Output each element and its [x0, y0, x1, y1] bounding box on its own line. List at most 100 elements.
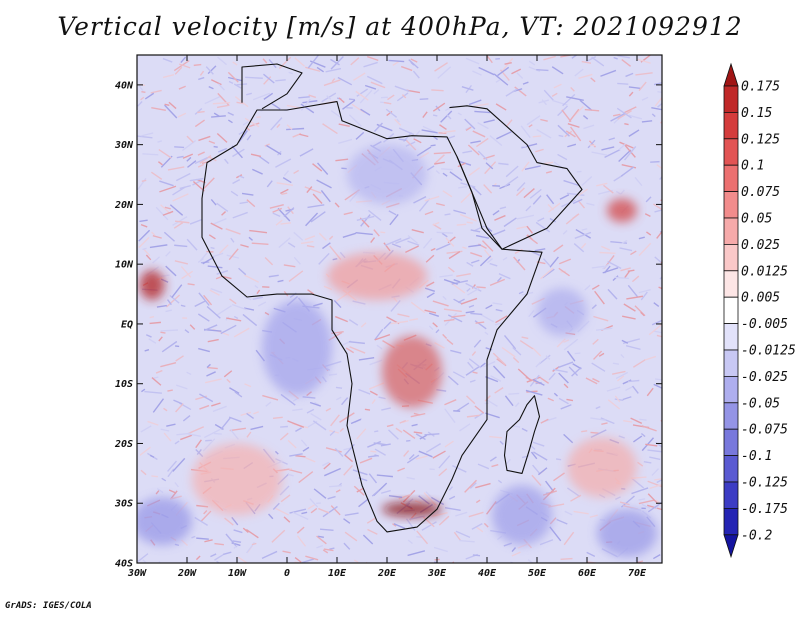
- field-streak: [548, 503, 565, 508]
- field-streak: [424, 433, 440, 436]
- field-streak: [471, 186, 482, 196]
- field-streak: [477, 150, 488, 161]
- field-streak: [626, 295, 644, 300]
- field-streak: [175, 355, 184, 362]
- field-streak: [443, 278, 458, 285]
- field-streak: [163, 432, 172, 442]
- field-streak: [367, 440, 382, 448]
- field-streak: [566, 487, 581, 498]
- field-streak: [593, 315, 609, 322]
- field-streak: [556, 518, 568, 525]
- field-streak: [157, 161, 163, 166]
- field-streak: [624, 122, 629, 126]
- field-streak: [492, 302, 503, 306]
- field-streak: [435, 170, 441, 175]
- field-streak: [505, 119, 513, 128]
- field-streak: [330, 58, 340, 66]
- field-streak: [461, 85, 474, 91]
- field-streak: [489, 135, 503, 147]
- lat-tick-label: 30S: [114, 499, 133, 510]
- field-streak: [618, 143, 626, 151]
- field-streak: [287, 242, 296, 248]
- field-streak: [225, 533, 238, 548]
- field-streak: [395, 427, 403, 433]
- field-streak: [149, 315, 155, 319]
- anomaly-blob: [137, 497, 192, 546]
- field-streak: [173, 222, 184, 229]
- field-streak: [471, 523, 483, 530]
- field-streak: [428, 312, 440, 317]
- field-streak: [545, 355, 551, 360]
- field-streak: [612, 275, 619, 281]
- colorbar-bin: [723, 85, 739, 113]
- field-streak: [641, 120, 653, 123]
- field-streak: [199, 404, 210, 410]
- field-streak: [342, 232, 357, 238]
- field-streak: [336, 396, 342, 401]
- field-streak: [335, 386, 343, 389]
- field-streak: [619, 501, 630, 506]
- field-streak: [631, 487, 649, 495]
- field-streak: [275, 219, 283, 226]
- field-streak: [627, 269, 635, 273]
- lat-tick-label: 30N: [114, 140, 134, 151]
- field-streak: [164, 104, 178, 119]
- field-streak: [589, 514, 598, 518]
- field-streak: [359, 457, 373, 464]
- field-streak: [390, 300, 401, 312]
- field-streak: [444, 507, 461, 512]
- field-streak: [186, 135, 194, 143]
- lon-tick-label: 20E: [377, 568, 397, 579]
- field-streak: [152, 256, 161, 264]
- field-streak: [489, 435, 503, 439]
- field-streak: [351, 103, 365, 114]
- field-streak: [189, 177, 204, 182]
- field-streak: [350, 418, 362, 425]
- colorbar-level-label: 0.0125: [741, 264, 788, 279]
- field-streak: [151, 475, 159, 478]
- field-streak: [208, 234, 216, 240]
- field-streak: [276, 123, 281, 129]
- field-streak: [497, 66, 510, 77]
- field-streak: [137, 135, 153, 139]
- field-streak: [394, 85, 410, 93]
- field-streak: [483, 522, 489, 528]
- field-streak: [398, 138, 408, 142]
- field-streak: [356, 428, 367, 440]
- field-streak: [210, 222, 223, 230]
- field-streak: [179, 184, 192, 190]
- field-streak: [630, 417, 643, 424]
- field-streak: [465, 57, 480, 65]
- field-streak: [442, 190, 453, 198]
- field-streak: [374, 430, 379, 433]
- field-streak: [543, 89, 554, 101]
- field-streak: [264, 143, 270, 147]
- field-streak: [380, 231, 386, 234]
- field-streak: [233, 83, 242, 89]
- field-streak: [391, 243, 402, 248]
- field-streak: [504, 176, 519, 187]
- field-streak: [228, 416, 242, 423]
- field-streak: [566, 192, 585, 196]
- field-streak: [639, 418, 647, 421]
- field-streak: [257, 301, 267, 307]
- field-streak: [456, 272, 471, 278]
- field-streak: [162, 57, 173, 63]
- field-streak: [536, 128, 552, 139]
- field-streak: [250, 425, 264, 431]
- field-streak: [269, 204, 284, 209]
- field-streak: [401, 94, 407, 99]
- field-streak: [467, 361, 474, 370]
- field-streak: [287, 420, 305, 428]
- field-streak: [638, 499, 655, 505]
- field-streak: [593, 350, 603, 360]
- field-streak: [462, 246, 467, 250]
- field-streak: [452, 371, 465, 379]
- field-streak: [498, 162, 509, 166]
- field-streak: [469, 482, 477, 489]
- field-streak: [198, 76, 205, 81]
- field-streak: [432, 512, 448, 518]
- field-streak: [406, 476, 416, 480]
- field-streak: [333, 299, 342, 309]
- field-streak: [465, 310, 475, 314]
